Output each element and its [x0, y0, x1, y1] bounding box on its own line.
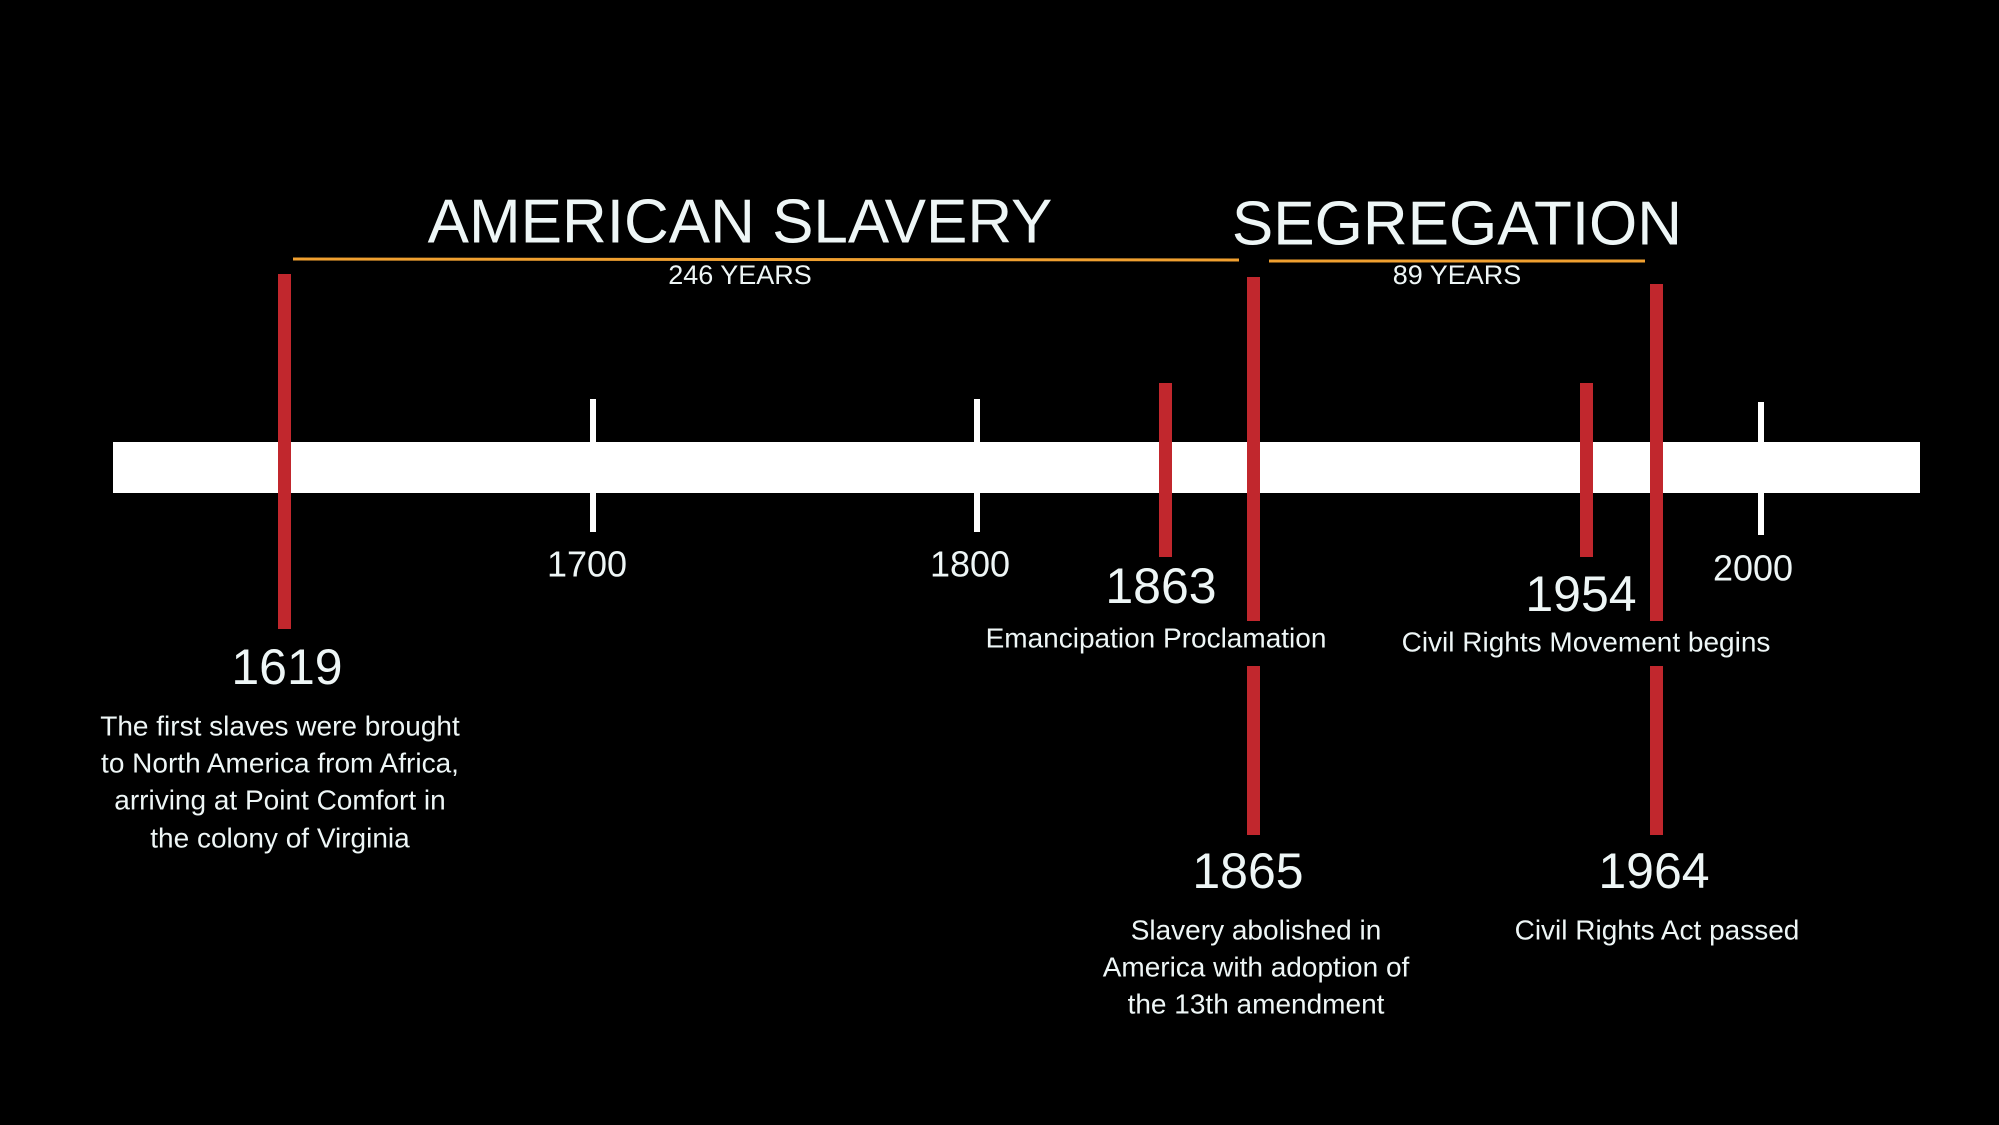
- event-year: 1964: [1598, 843, 1709, 899]
- event-year: 1619: [231, 639, 342, 695]
- event-description: Emancipation Proclamation: [986, 622, 1327, 653]
- event-marker: [1159, 383, 1172, 557]
- event-description: America with adoption of: [1103, 951, 1410, 982]
- tick-mark: [974, 399, 980, 532]
- tick-label: 2000: [1713, 548, 1793, 589]
- period-duration: 89 YEARS: [1393, 260, 1522, 290]
- period-duration: 246 YEARS: [668, 260, 812, 290]
- event-marker: [278, 274, 291, 629]
- event-description: arriving at Point Comfort in: [114, 784, 445, 815]
- event-year: 1865: [1192, 843, 1303, 899]
- tick-mark: [1758, 402, 1764, 535]
- event-marker: [1247, 666, 1260, 835]
- period-bracket: [292, 257, 1240, 262]
- event-year: 1954: [1525, 566, 1636, 622]
- event-description: Civil Rights Act passed: [1515, 914, 1800, 945]
- tick-label: 1700: [547, 544, 627, 585]
- tick-mark: [590, 399, 596, 532]
- event-marker: [1650, 666, 1663, 835]
- event-description: the 13th amendment: [1128, 988, 1385, 1019]
- period-title: AMERICAN SLAVERY: [428, 187, 1053, 256]
- event-description: Slavery abolished in: [1131, 914, 1382, 945]
- event-description: to North America from Africa,: [101, 747, 459, 778]
- timeline-bar: [113, 442, 1920, 493]
- event-year: 1863: [1105, 558, 1216, 614]
- event-marker: [1650, 284, 1663, 621]
- tick-label: 1800: [930, 544, 1010, 585]
- event-description: the colony of Virginia: [150, 822, 410, 853]
- event-description: Civil Rights Movement begins: [1402, 626, 1771, 657]
- event-marker: [1580, 383, 1593, 557]
- event-marker: [1247, 277, 1260, 621]
- event-description: The first slaves were brought: [100, 710, 460, 741]
- period-title: SEGREGATION: [1232, 189, 1682, 258]
